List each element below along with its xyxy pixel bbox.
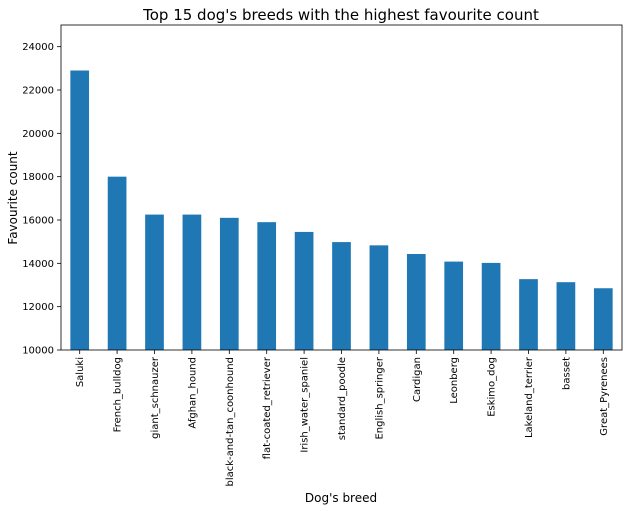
x-tick-label: English_springer bbox=[374, 356, 385, 439]
bar-basset bbox=[556, 282, 576, 350]
x-tick-label: Afghan_hound bbox=[187, 357, 198, 429]
bar-giant-schnauzer bbox=[145, 214, 164, 350]
x-tick-label: standard_poodle bbox=[337, 357, 348, 440]
bar-afghan-hound bbox=[182, 214, 202, 350]
x-axis-ticks: Saluki French_bulldog giant_schnauzer Afgha… bbox=[75, 350, 610, 487]
bar-english-springer bbox=[369, 245, 389, 350]
x-tick-label: black-and-tan_coonhound bbox=[225, 357, 236, 487]
x-tick-label: Great_Pyrenees bbox=[599, 357, 610, 436]
bar-cardigan bbox=[406, 254, 426, 350]
x-tick-label: French_bulldog bbox=[113, 357, 124, 432]
y-tick-label: 22000 bbox=[22, 86, 54, 97]
plot-area-frame bbox=[60, 24, 623, 351]
bar-great-pyrenees bbox=[593, 288, 613, 350]
bar-black-and-tan-coonhound bbox=[219, 217, 239, 350]
x-tick-label: basset bbox=[561, 357, 572, 390]
bar-saluki bbox=[70, 70, 90, 350]
bar-standard-poodle bbox=[332, 242, 351, 350]
x-tick-label: Irish_water_spaniel bbox=[300, 357, 311, 453]
x-tick-label: Lakeland_terrier bbox=[524, 356, 535, 438]
y-axis-title: Favourite count bbox=[6, 151, 20, 245]
y-tick-label: 10000 bbox=[22, 346, 54, 357]
x-tick-label: Cardigan bbox=[412, 357, 423, 402]
y-axis-ticks: 10000 12000 14000 16000 18000 20000 22000 24000 bbox=[22, 42, 61, 357]
bar-leonberg bbox=[444, 261, 464, 350]
bar-eskimo-dog bbox=[481, 262, 501, 350]
chart-title: Top 15 dog's breeds with the highest fav… bbox=[142, 6, 539, 24]
bar-flat-coated-retriever bbox=[257, 222, 277, 350]
y-tick-label: 20000 bbox=[22, 129, 54, 140]
bar-lakeland-terrier bbox=[519, 279, 538, 350]
bar-french-bulldog bbox=[107, 176, 127, 350]
y-tick-label: 14000 bbox=[22, 259, 54, 270]
y-tick-label: 18000 bbox=[22, 172, 54, 183]
y-tick-label: 24000 bbox=[22, 42, 54, 53]
bar-irish-water-spaniel bbox=[294, 231, 314, 350]
x-tick-label: Eskimo_dog bbox=[487, 357, 498, 417]
y-tick-label: 16000 bbox=[22, 216, 54, 227]
x-tick-label: Leonberg bbox=[449, 357, 460, 404]
y-tick-label: 12000 bbox=[22, 302, 54, 313]
x-tick-label: giant_schnauzer bbox=[150, 356, 161, 439]
x-tick-label: Saluki bbox=[75, 357, 86, 387]
x-tick-label: flat-coated_retriever bbox=[262, 356, 273, 459]
x-axis-title: Dog's breed bbox=[305, 491, 377, 505]
bars-group bbox=[70, 70, 613, 350]
